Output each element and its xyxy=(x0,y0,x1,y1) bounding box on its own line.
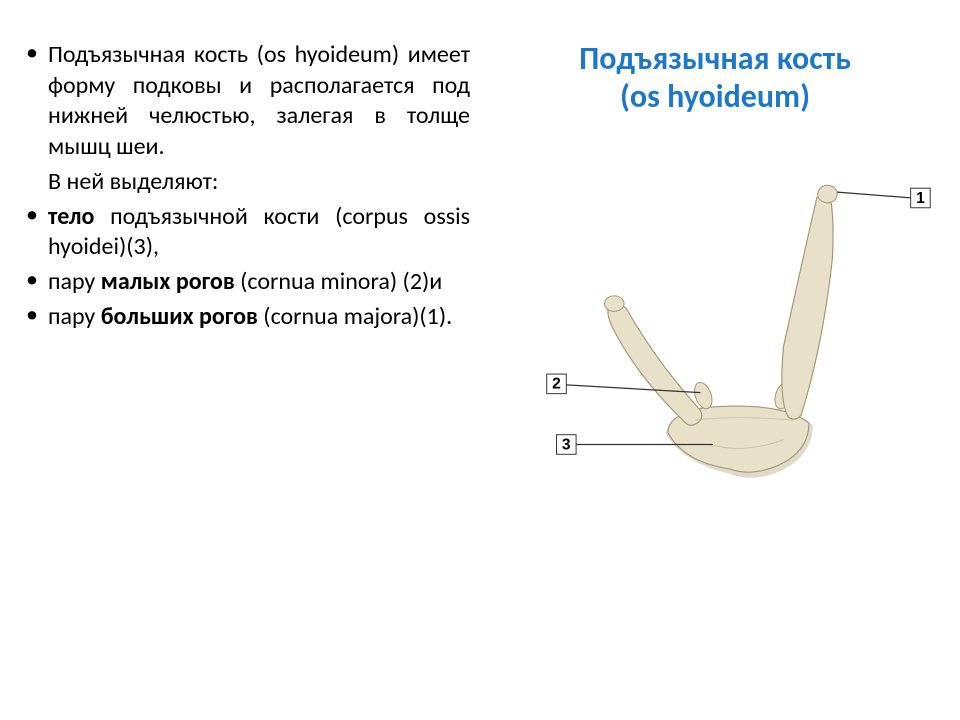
hyoid-diagram: 1 2 3 xyxy=(490,147,940,517)
svg-text:3: 3 xyxy=(562,436,571,453)
svg-text:1: 1 xyxy=(916,190,925,207)
svg-text:2: 2 xyxy=(552,376,561,393)
bullet-item: пару малых рогов (cornua minora) (2)и xyxy=(20,267,470,298)
page-title: Подъязычная кость (os hyoideum) xyxy=(490,40,940,117)
bullet-item: пару больших рогов (cornua majora)(1). xyxy=(20,302,470,333)
bullet-list: Подъязычная кость (os hyoideum) имеет фо… xyxy=(20,40,470,332)
title-line2: (os hyoideum) xyxy=(620,77,810,116)
body-text: В ней выделяют: xyxy=(20,167,470,198)
title-line1: Подъязычная кость xyxy=(579,39,851,78)
hyoid-bone-icon: 1 2 3 xyxy=(490,147,940,517)
bullet-item: тело подъязычной кости (corpus ossis hyo… xyxy=(20,202,470,263)
bullet-item: Подъязычная кость (os hyoideum) имеет фо… xyxy=(20,40,470,163)
